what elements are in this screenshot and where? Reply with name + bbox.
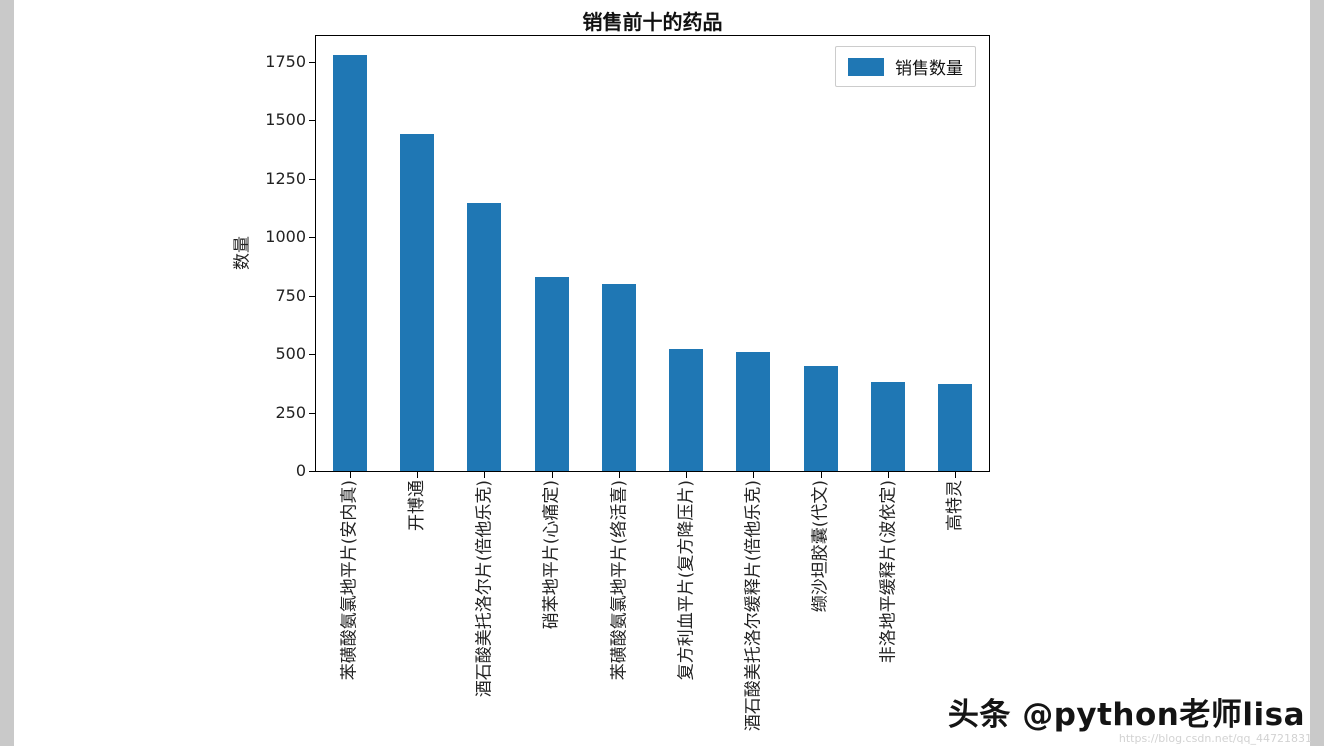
x-tick-mark (888, 472, 890, 478)
x-tick-label: 硝苯地平片(心痛定) (541, 480, 562, 630)
plot-area: 销售数量 (315, 35, 990, 472)
legend-label: 销售数量 (895, 59, 963, 79)
bar-7 (803, 365, 838, 471)
bar-5 (669, 349, 704, 471)
legend: 销售数量 (835, 46, 976, 87)
x-tick-label: 非洛地平缓释片(波依定) (878, 480, 899, 664)
x-tick-mark (686, 472, 688, 478)
left-gray-strip (0, 0, 14, 746)
bar-2 (467, 203, 502, 471)
chart-title: 销售前十的药品 (582, 10, 723, 34)
x-tick-mark (349, 472, 351, 478)
y-tick-mark (309, 178, 315, 180)
y-tick-mark (309, 61, 315, 63)
x-tick-mark (955, 472, 957, 478)
bar-4 (601, 283, 636, 471)
y-tick-label: 500 (275, 344, 306, 364)
y-tick-label: 750 (275, 285, 306, 305)
watermark-author: 头条 @python老师lisa (947, 697, 1305, 733)
y-tick-mark (309, 237, 315, 239)
y-tick-label: 1000 (265, 227, 306, 247)
bar-0 (332, 54, 367, 471)
right-gray-strip (1310, 0, 1324, 746)
x-tick-mark (753, 472, 755, 478)
y-tick-mark (309, 354, 315, 356)
y-tick-mark (309, 295, 315, 297)
x-tick-label: 开博通 (406, 480, 427, 531)
bar-9 (938, 383, 973, 471)
y-tick-label: 1500 (265, 110, 306, 130)
x-tick-label: 缬沙坦胶囊(代文) (810, 480, 831, 613)
x-tick-label: 高特灵 (945, 480, 966, 531)
x-tick-label: 复方利血平片(复方降压片) (676, 480, 697, 681)
x-tick-mark (820, 472, 822, 478)
watermark-url: https://blog.csdn.net/qq_44721831 (1118, 732, 1312, 745)
bar-3 (534, 276, 569, 471)
legend-swatch (848, 57, 884, 76)
x-tick-mark (551, 472, 553, 478)
bar-8 (871, 381, 906, 471)
x-tick-label: 苯磺酸氨氯地平片(络活喜) (608, 480, 629, 681)
y-tick-label: 1750 (265, 51, 306, 71)
y-tick-label: 250 (275, 402, 306, 422)
y-tick-label: 1250 (265, 168, 306, 188)
x-tick-label: 酒石酸美托洛尔片(倍他乐克) (474, 480, 495, 698)
x-tick-label: 苯磺酸氨氯地平片(安内真) (339, 480, 360, 681)
x-tick-mark (618, 472, 620, 478)
y-tick-mark (309, 471, 315, 472)
x-tick-mark (484, 472, 486, 478)
y-tick-mark (309, 412, 315, 414)
bar-6 (736, 351, 771, 471)
y-tick-mark (309, 120, 315, 122)
x-tick-label: 酒石酸美托洛尔缓释片(倍他乐克) (743, 480, 764, 732)
y-tick-label: 0 (295, 461, 306, 480)
bar-1 (399, 134, 434, 471)
x-tick-mark (416, 472, 418, 478)
